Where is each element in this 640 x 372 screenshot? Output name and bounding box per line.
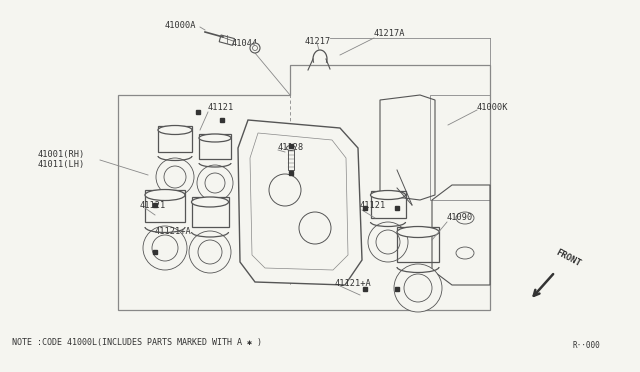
Ellipse shape [397,227,439,237]
Circle shape [143,226,187,270]
Circle shape [197,165,233,201]
Ellipse shape [287,145,296,151]
Circle shape [189,231,231,273]
Ellipse shape [199,134,231,142]
Text: 41217: 41217 [305,36,332,45]
Bar [199,134,231,159]
Polygon shape [238,120,362,285]
Text: R··000: R··000 [572,340,600,350]
Text: 41128: 41128 [278,142,304,151]
Text: 41011(LH): 41011(LH) [38,160,85,169]
Ellipse shape [158,125,192,135]
Text: 41121+A: 41121+A [335,279,372,288]
Text: 41121: 41121 [208,103,234,112]
Text: NOTE :CODE 41000L(INCLUDES PARTS MARKED WITH A ✱ ): NOTE :CODE 41000L(INCLUDES PARTS MARKED … [12,339,262,347]
Bar [397,227,439,262]
Circle shape [156,158,194,196]
Text: 41121: 41121 [140,201,166,209]
Text: 41044: 41044 [232,38,259,48]
Bar [158,125,192,151]
Circle shape [368,222,408,262]
Ellipse shape [191,197,228,207]
Bar [288,148,294,170]
Circle shape [394,264,442,312]
Bar [219,35,234,45]
Text: FRONT: FRONT [554,247,582,268]
Bar [145,189,185,221]
Ellipse shape [145,189,185,201]
Circle shape [269,174,301,206]
Text: 41217A: 41217A [374,29,406,38]
Text: 41001(RH): 41001(RH) [38,150,85,158]
Ellipse shape [371,190,406,199]
Circle shape [250,43,260,53]
Text: 41090: 41090 [447,214,473,222]
Circle shape [299,212,331,244]
Text: 41121+A: 41121+A [155,228,192,237]
Bar [191,197,228,227]
Text: 41000A: 41000A [165,22,196,31]
Text: 41000K: 41000K [477,103,509,112]
Bar [371,190,406,218]
Text: 41121: 41121 [360,202,387,211]
